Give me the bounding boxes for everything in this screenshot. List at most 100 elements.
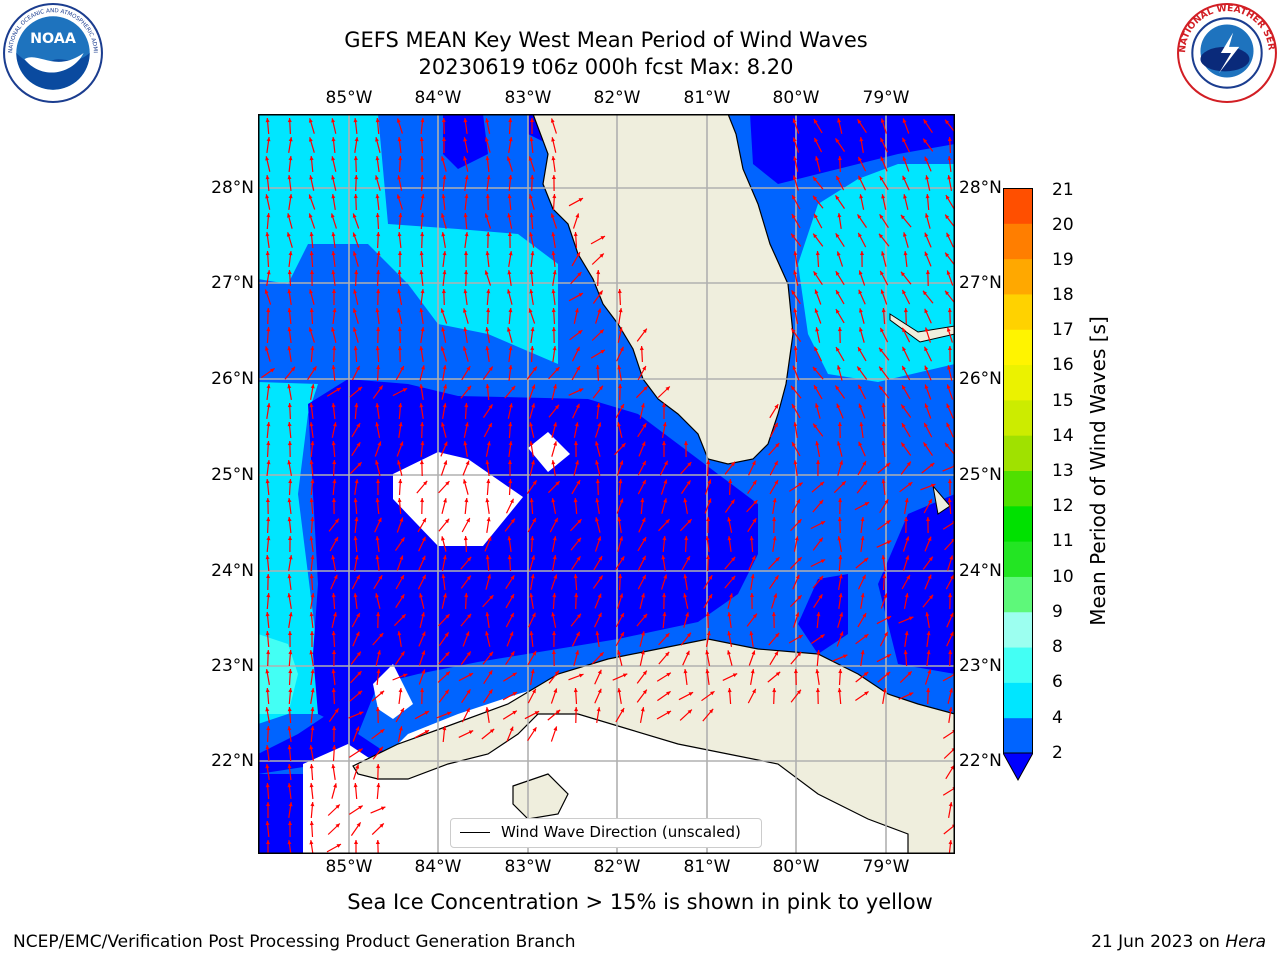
- wave-direction-arrowhead: [266, 422, 271, 427]
- wave-direction-arrowhead: [266, 137, 271, 142]
- lon-tick-top: 79°W: [862, 88, 910, 108]
- wave-direction-arrowhead: [441, 422, 445, 427]
- wave-direction-arrowhead: [420, 194, 425, 199]
- wave-direction-arrowhead: [597, 308, 602, 313]
- wave-direction-arrowhead: [928, 499, 932, 504]
- wave-direction-arrowhead: [507, 555, 512, 560]
- wave-direction-arrowhead: [925, 175, 930, 180]
- wave-direction-arrowhead: [553, 688, 558, 693]
- wave-direction-arrowhead: [815, 441, 820, 446]
- wave-direction-arrowhead: [287, 498, 292, 503]
- wave-direction-arrowhead: [814, 213, 818, 219]
- wave-direction-arrowhead: [574, 308, 579, 313]
- wave-direction-arrowhead: [397, 270, 402, 275]
- wave-direction-arrowhead: [618, 574, 623, 579]
- wave-direction-arrowhead: [485, 156, 490, 161]
- wave-direction-arrowhead: [310, 479, 315, 484]
- colorbar-band: [1003, 682, 1033, 719]
- wave-direction-arrowhead: [902, 385, 906, 390]
- wave-direction-arrowhead: [466, 518, 470, 523]
- wave-direction-arrowhead: [947, 479, 952, 483]
- wave-direction-arrowhead: [531, 384, 536, 389]
- wave-direction-arrowhead: [683, 574, 688, 579]
- wave-direction-arrowhead: [397, 289, 402, 294]
- wave-direction-arrowhead: [402, 388, 408, 392]
- wave-direction-arrowhead: [792, 118, 797, 123]
- wave-direction-arrowhead: [858, 289, 863, 295]
- wave-direction-arrowhead: [485, 194, 490, 199]
- wave-direction-arrowhead: [507, 270, 512, 275]
- wave-direction-arrowhead: [706, 460, 711, 465]
- map-panel: [258, 114, 955, 854]
- wave-direction-arrowhead: [400, 537, 405, 542]
- wave-direction-arrowhead: [487, 574, 491, 579]
- wave-direction-arrowhead: [859, 137, 864, 142]
- wave-direction-arrowhead: [576, 366, 580, 371]
- wave-direction-arrowhead: [551, 460, 556, 465]
- wave-direction-arrowhead: [420, 441, 425, 446]
- wave-direction-arrowhead: [331, 669, 336, 674]
- wave-direction-arrowhead: [308, 213, 313, 218]
- wave-direction-arrowhead: [464, 270, 469, 275]
- wave-direction-arrowhead: [353, 536, 358, 541]
- wave-direction-arrowhead: [642, 555, 646, 561]
- wave-direction-arrowhead: [798, 482, 803, 487]
- wave-direction-arrowhead: [552, 346, 557, 351]
- lat-tick-left: 27°N: [211, 273, 254, 293]
- wave-direction-arrowhead: [552, 555, 557, 560]
- lat-tick-right: 26°N: [959, 369, 1002, 389]
- colorbar-band: [1003, 188, 1033, 224]
- wave-direction-arrowhead: [595, 517, 599, 522]
- wave-direction-arrowhead: [836, 347, 840, 352]
- wave-direction-arrowhead: [333, 783, 337, 788]
- wave-direction-arrowhead: [886, 520, 891, 525]
- wave-direction-arrowhead: [530, 251, 535, 256]
- wave-direction-arrowhead: [265, 194, 270, 199]
- wave-direction-arrowhead: [929, 463, 935, 468]
- wave-direction-arrowhead: [419, 251, 424, 256]
- wave-direction-arrowhead: [820, 521, 826, 525]
- wave-direction-arrowhead: [553, 574, 558, 579]
- wave-direction-arrowhead: [354, 479, 359, 484]
- wave-direction-arrowhead: [486, 517, 491, 522]
- wave-direction-arrowhead: [376, 232, 381, 237]
- wave-direction-arrowhead: [665, 519, 670, 524]
- wave-direction-arrowhead: [419, 346, 424, 351]
- wave-direction-arrowhead: [820, 559, 826, 564]
- wave-direction-arrowhead: [266, 384, 271, 389]
- wave-direction-arrowhead: [266, 327, 271, 332]
- wave-direction-arrowhead: [310, 631, 314, 635]
- noaa-logo: NOAA NATIONAL OCEANIC AND ATMOSPHERIC AD…: [2, 2, 103, 103]
- wave-direction-arrowhead: [599, 329, 604, 334]
- wave-direction-arrowhead: [441, 213, 445, 218]
- wave-direction-arrowhead: [335, 823, 340, 828]
- wave-direction-arrowhead: [443, 593, 447, 598]
- wave-direction-arrowhead: [332, 460, 337, 465]
- colorbar-tick: 19: [1052, 250, 1074, 270]
- wave-direction-arrowhead: [420, 118, 425, 123]
- wave-direction-arrowhead: [879, 214, 884, 219]
- wave-direction-arrowhead: [488, 651, 493, 657]
- wave-direction-arrowhead: [574, 422, 579, 427]
- wave-direction-arrowhead: [595, 498, 600, 503]
- wave-direction-arrowhead: [775, 557, 780, 562]
- wave-direction-arrowhead: [666, 691, 671, 696]
- wave-direction-arrowhead: [441, 156, 445, 161]
- wave-direction-arrowhead: [706, 517, 711, 521]
- wave-direction-arrowhead: [947, 308, 952, 313]
- wave-direction-arrowhead: [357, 690, 363, 695]
- wave-direction-arrowhead: [859, 327, 863, 332]
- wave-direction-arrowhead: [288, 137, 293, 142]
- wave-direction-arrowhead: [486, 175, 491, 180]
- wave-direction-arrowhead: [815, 251, 820, 256]
- wave-direction-arrowhead: [816, 612, 821, 617]
- wave-direction-arrowhead: [287, 726, 292, 731]
- wave-direction-arrowhead: [378, 575, 383, 580]
- wave-direction-arrowhead: [266, 270, 271, 275]
- wave-direction-arrowhead: [946, 270, 951, 275]
- wave-direction-arrowhead: [948, 802, 953, 807]
- wave-direction-arrowhead: [600, 236, 605, 240]
- wave-direction-arrowhead: [947, 365, 951, 370]
- wave-direction-arrowhead: [905, 555, 910, 560]
- wave-direction-arrowhead: [881, 194, 886, 199]
